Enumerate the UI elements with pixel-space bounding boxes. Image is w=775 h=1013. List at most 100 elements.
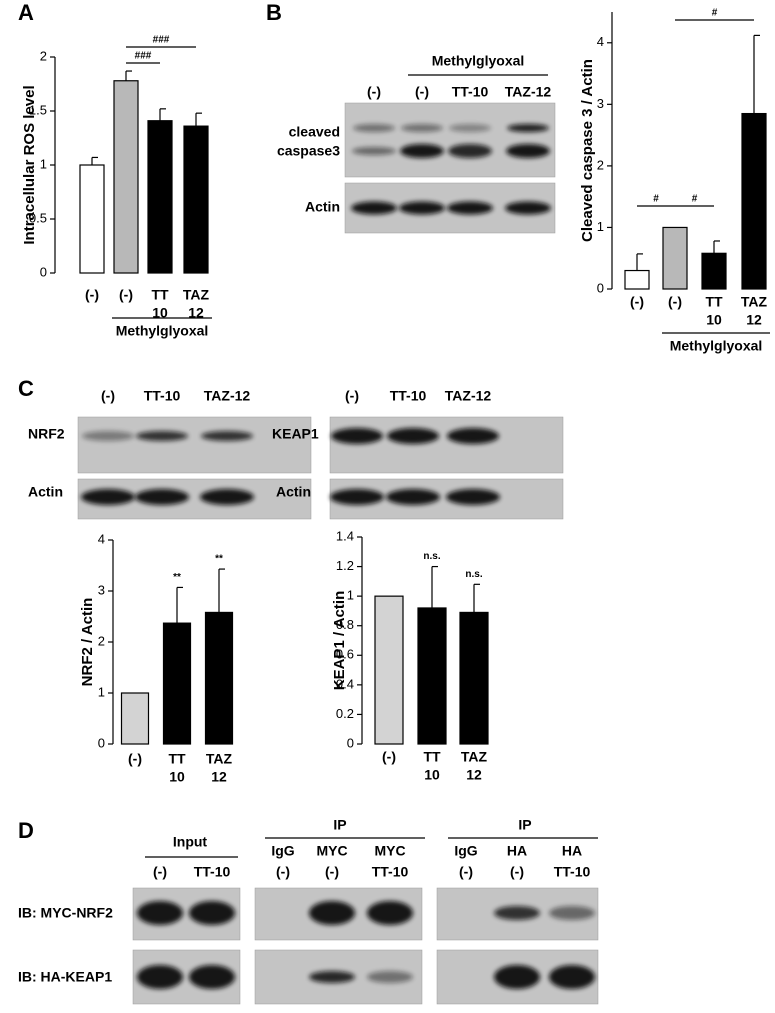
- significance-label: #: [653, 194, 659, 205]
- band: [448, 144, 492, 158]
- y-tick-label: 0.5: [29, 210, 47, 225]
- blot: [329, 416, 564, 474]
- blot: [344, 102, 556, 178]
- band: [494, 965, 540, 989]
- lane-label: TAZ-12: [505, 84, 552, 100]
- error-bar: [91, 156, 98, 165]
- blot: [77, 416, 312, 474]
- x-tick-label: TT: [705, 294, 723, 310]
- band: [367, 901, 413, 925]
- x-tick-label: (-): [630, 294, 644, 310]
- error-bar: [636, 253, 643, 271]
- lane-label: TT-10: [452, 84, 489, 100]
- band: [399, 201, 445, 215]
- error-bar: [176, 586, 183, 624]
- significance-label: #: [692, 194, 698, 205]
- x-tick-label: TT: [151, 287, 169, 303]
- band: [331, 428, 383, 444]
- y-axis-label: Intracellular ROS level: [21, 85, 38, 244]
- error-bar: [713, 240, 720, 254]
- lane-label: (-): [276, 864, 290, 880]
- error-bar: [159, 108, 166, 121]
- lane-label: MYC: [316, 843, 347, 859]
- y-tick-label: 0: [98, 735, 105, 750]
- band: [189, 965, 235, 989]
- bar: [79, 164, 105, 274]
- bar: [741, 112, 767, 290]
- y-tick-label: 1: [98, 684, 105, 699]
- band: [446, 489, 500, 505]
- group-label: Methylglyoxal: [670, 338, 763, 354]
- bar: [459, 611, 489, 745]
- y-tick-label: 3: [98, 582, 105, 597]
- band: [447, 201, 493, 215]
- band: [401, 124, 443, 132]
- x-tick-label: 10: [424, 767, 440, 783]
- y-tick-label: 1.2: [336, 558, 354, 573]
- group-title: IP: [333, 817, 346, 833]
- y-tick-label: 0.6: [336, 647, 354, 662]
- panel-label: B: [266, 0, 282, 25]
- y-tick-label: 2: [98, 633, 105, 648]
- lane-label: MYC: [374, 843, 405, 859]
- significance-label: **: [215, 554, 223, 565]
- panel-label: A: [18, 0, 34, 25]
- row-label: KEAP1: [272, 426, 319, 442]
- band: [549, 965, 595, 989]
- x-tick-label: TAZ: [206, 751, 233, 767]
- band: [507, 124, 549, 132]
- band: [367, 971, 413, 983]
- band: [505, 201, 551, 215]
- y-tick-label: 0.8: [336, 617, 354, 632]
- band: [386, 489, 440, 505]
- lane-label: TT-10: [372, 864, 409, 880]
- lane-label: TT-10: [390, 388, 427, 404]
- bar: [701, 252, 727, 290]
- significance-label: n.s.: [423, 551, 440, 562]
- bar: [183, 125, 209, 274]
- band: [136, 431, 188, 441]
- band: [309, 971, 355, 983]
- row-label: IB: MYC-NRF2: [18, 905, 113, 921]
- x-tick-label: (-): [85, 287, 99, 303]
- y-tick-label: 0: [597, 280, 604, 295]
- band: [200, 489, 254, 505]
- lane-label: IgG: [271, 843, 294, 859]
- lane-label: (-): [510, 864, 524, 880]
- x-tick-label: (-): [382, 749, 396, 765]
- x-tick-label: 12: [466, 767, 482, 783]
- row-label: NRF2: [28, 426, 65, 442]
- y-tick-label: 2: [597, 157, 604, 172]
- bar: [147, 120, 173, 274]
- y-tick-label: 0: [40, 264, 47, 279]
- y-tick-label: 4: [98, 531, 105, 546]
- y-axis-label: Cleaved caspase 3 / Actin: [579, 59, 596, 242]
- band: [549, 906, 595, 920]
- band: [494, 906, 540, 920]
- band: [352, 147, 396, 155]
- y-tick-label: 1: [40, 156, 47, 171]
- error-bar: [218, 568, 225, 613]
- lane-label: (-): [325, 864, 339, 880]
- band: [330, 489, 384, 505]
- lane-label: IgG: [454, 843, 477, 859]
- band: [387, 428, 439, 444]
- band: [189, 901, 235, 925]
- y-tick-label: 0.2: [336, 706, 354, 721]
- row-label: Actin: [28, 484, 63, 500]
- band: [82, 431, 134, 441]
- x-tick-label: 10: [152, 305, 168, 321]
- x-tick-label: 12: [746, 312, 762, 328]
- bar: [204, 611, 234, 745]
- y-tick-label: 1: [597, 219, 604, 234]
- group-title: IP: [518, 817, 531, 833]
- error-bar: [431, 565, 438, 608]
- x-tick-label: 12: [188, 305, 204, 321]
- lane-label: HA: [507, 843, 527, 859]
- band: [137, 965, 183, 989]
- band: [309, 901, 355, 925]
- y-tick-label: 0.4: [336, 676, 354, 691]
- lane-label: TAZ-12: [204, 388, 251, 404]
